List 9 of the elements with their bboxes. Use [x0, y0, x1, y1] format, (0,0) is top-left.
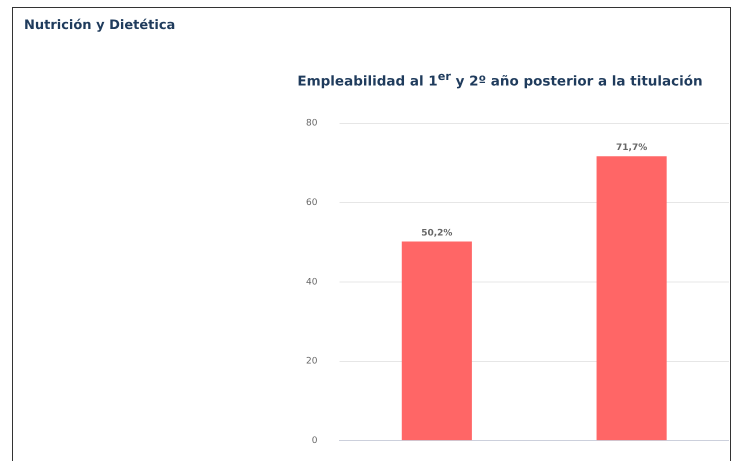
data-label: 71,7% [616, 143, 648, 154]
y-tick-label: 20 [306, 356, 318, 367]
y-tick-label: 60 [306, 198, 318, 208]
y-tick-label: 40 [306, 277, 318, 288]
chart-subtitle: Empleabilidad al 1$^{er}$ y 2º año posterior a la titulación [296, 70, 704, 90]
data-label: 50,2% [421, 228, 452, 238]
y-tick-label: 80 [306, 118, 318, 129]
text: Nutrición y Dietética [24, 18, 176, 33]
y-tick-label: 0 [312, 436, 318, 446]
